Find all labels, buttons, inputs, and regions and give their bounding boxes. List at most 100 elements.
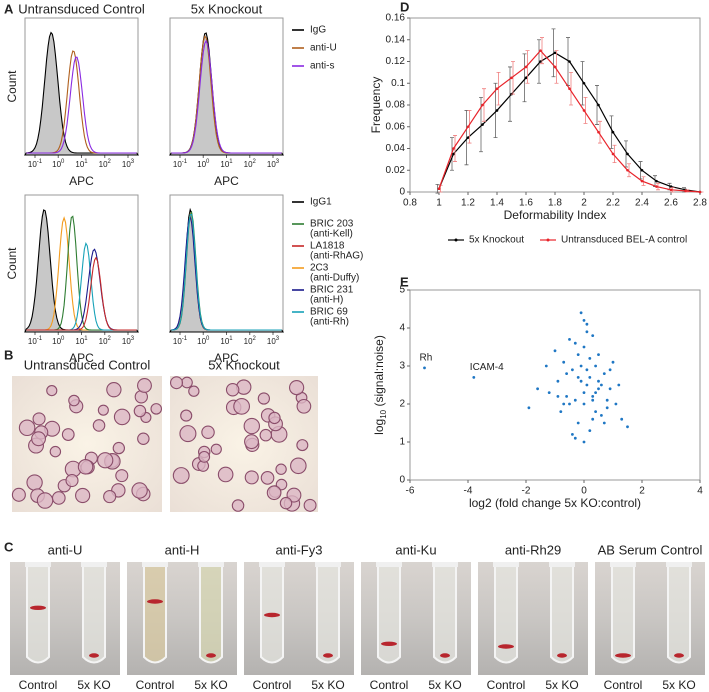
tick-exp: -1 [37, 336, 43, 342]
point [571, 368, 574, 372]
point [472, 376, 476, 379]
tube-label: 5x KO [428, 678, 461, 692]
y-axis-label: Count [5, 70, 19, 103]
tube-rim [493, 562, 519, 567]
red-cell-band [30, 605, 46, 610]
point [611, 360, 615, 364]
x-tick-label: 2 [639, 486, 645, 497]
tube-label: 5x KO [194, 678, 227, 692]
point [640, 168, 644, 172]
x-tick-label: 100 [197, 159, 210, 170]
cell [68, 394, 80, 407]
panel-letter: B [4, 347, 13, 362]
x-tick-label: 1.4 [490, 198, 504, 209]
tick-exp: 1 [84, 336, 88, 342]
red-cell-band [498, 644, 514, 649]
point [591, 417, 595, 421]
point [495, 87, 499, 90]
point [556, 395, 560, 398]
cell [137, 432, 150, 445]
point [582, 440, 586, 444]
cell [61, 428, 75, 441]
legend-marker [546, 238, 550, 242]
cell [36, 492, 54, 509]
x-tick-label: 101 [75, 336, 88, 347]
tube-rim [549, 562, 575, 567]
plot-frame [409, 289, 701, 481]
x-axis-label: APC [69, 174, 94, 188]
cell [180, 409, 193, 422]
cell [275, 478, 288, 491]
legend-sublabel: (anti-Rh) [310, 317, 349, 328]
cell [244, 434, 260, 450]
cell [225, 383, 240, 397]
point [620, 417, 624, 421]
error-bar [482, 88, 486, 122]
tick-base: 10 [173, 337, 182, 346]
point [597, 103, 600, 107]
legend-label: LA1818 [310, 241, 345, 252]
tick-base: 10 [28, 160, 37, 169]
red-cell-band [674, 653, 684, 658]
cell [296, 398, 312, 414]
y-tick-label: 5 [399, 285, 405, 296]
point [597, 387, 600, 391]
point [562, 402, 566, 406]
point [585, 322, 589, 326]
y-label-part: 10 [379, 409, 388, 418]
point [571, 433, 574, 436]
plot-title: 5x Knockout [191, 1, 263, 16]
x-tick-label: 100 [52, 159, 65, 170]
point [582, 402, 586, 406]
cell [18, 419, 36, 437]
legend-sublabel: (anti-Kell) [310, 229, 353, 240]
tube-rim [198, 562, 224, 567]
tick-base: 10 [267, 160, 276, 169]
point [669, 188, 673, 192]
image-title: anti-U [48, 542, 83, 557]
y-tick-label: 4 [399, 323, 405, 334]
tick-exp: 2 [108, 159, 112, 165]
point [553, 51, 557, 55]
tube [377, 564, 401, 664]
image-title: anti-Fy3 [276, 542, 323, 557]
cell [268, 411, 281, 425]
red-cell-band [147, 599, 163, 604]
legend-marker [454, 238, 458, 242]
y-tick-label: 0.04 [386, 143, 406, 154]
panel-letter: A [4, 1, 14, 16]
tick-base: 10 [220, 337, 229, 346]
cell [113, 408, 131, 426]
tick-base: 10 [99, 337, 108, 346]
x-tick-label: 101 [220, 336, 233, 347]
point-label: Rh [420, 353, 433, 364]
tick-exp: 2 [253, 159, 257, 165]
tube-rim [259, 562, 285, 567]
error-bar [580, 61, 585, 106]
error-bar [609, 115, 614, 149]
error-bar [551, 28, 556, 78]
panel-letter: C [4, 539, 14, 554]
point [562, 360, 566, 364]
tick-exp: 2 [108, 336, 112, 342]
x-tick-label: 1.2 [461, 198, 475, 209]
point [568, 60, 571, 63]
x-tick-label: 2.6 [664, 198, 678, 209]
point [608, 387, 612, 391]
y-tick-label: 0.06 [386, 121, 406, 132]
point [481, 103, 484, 107]
error-bar [467, 110, 472, 144]
y-label-part: log [372, 419, 386, 435]
point [565, 395, 568, 398]
y-tick-label: 0.14 [386, 34, 406, 45]
point [524, 76, 528, 80]
histogram-curve [171, 39, 282, 154]
tube [316, 564, 340, 664]
tube-label: Control [370, 678, 409, 692]
tube [667, 564, 691, 664]
cell [31, 431, 46, 447]
point [573, 341, 577, 345]
tube-rim [142, 562, 168, 567]
point [626, 152, 629, 156]
